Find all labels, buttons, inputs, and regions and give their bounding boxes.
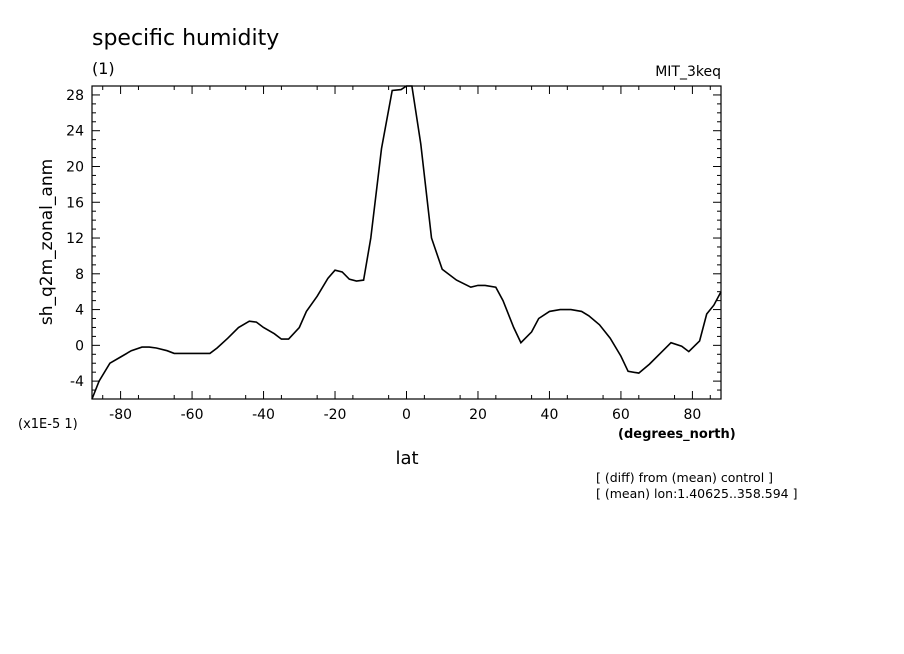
y-tick-labels: -4 0 4 8 12 16 20 24 28 [66, 88, 84, 390]
x-tick-label: 40 [541, 407, 559, 423]
y-tick-label: 0 [75, 338, 84, 354]
x-tick-label: 80 [683, 407, 701, 423]
y-axis-ticks [92, 94, 721, 382]
y-axis-label: sh_q2m_zonal_anm [37, 159, 57, 325]
plot-frame [91, 85, 722, 400]
series-line [91, 85, 722, 400]
model-label: MIT_3keq [655, 64, 721, 80]
x-tick-label: -20 [324, 407, 347, 423]
y-tick-label: 16 [66, 195, 84, 211]
y-tick-label: 12 [66, 231, 84, 247]
y-tick-label: -4 [70, 374, 84, 390]
minor-ticks [92, 85, 721, 400]
x-axis-ticks [120, 86, 693, 399]
note-line-2: [ (mean) lon:1.40625..358.594 ] [596, 486, 797, 501]
y-tick-label: 20 [66, 159, 84, 175]
x-axis-label: lat [395, 448, 418, 469]
x-tick-label: -40 [252, 407, 275, 423]
y-tick-label: 4 [75, 303, 84, 319]
x-tick-label: 20 [469, 407, 487, 423]
x-units: (degrees_north) [618, 427, 736, 442]
x-tick-label: 60 [612, 407, 630, 423]
y-tick-label: 8 [75, 267, 84, 283]
x-tick-label: -80 [109, 407, 132, 423]
y-scale-note: (x1E-5 1) [18, 417, 78, 432]
y-tick-label: 24 [66, 124, 84, 140]
chart-subtitle: (1) [92, 59, 115, 78]
x-tick-label: -60 [181, 407, 204, 423]
chart-title: specific humidity [92, 26, 279, 51]
note-line-1: [ (diff) from (mean) control ] [596, 470, 773, 485]
x-tick-labels: -80 -60 -40 -20 0 20 40 60 80 [109, 407, 701, 423]
y-tick-label: 28 [66, 88, 84, 104]
x-tick-label: 0 [402, 407, 411, 423]
